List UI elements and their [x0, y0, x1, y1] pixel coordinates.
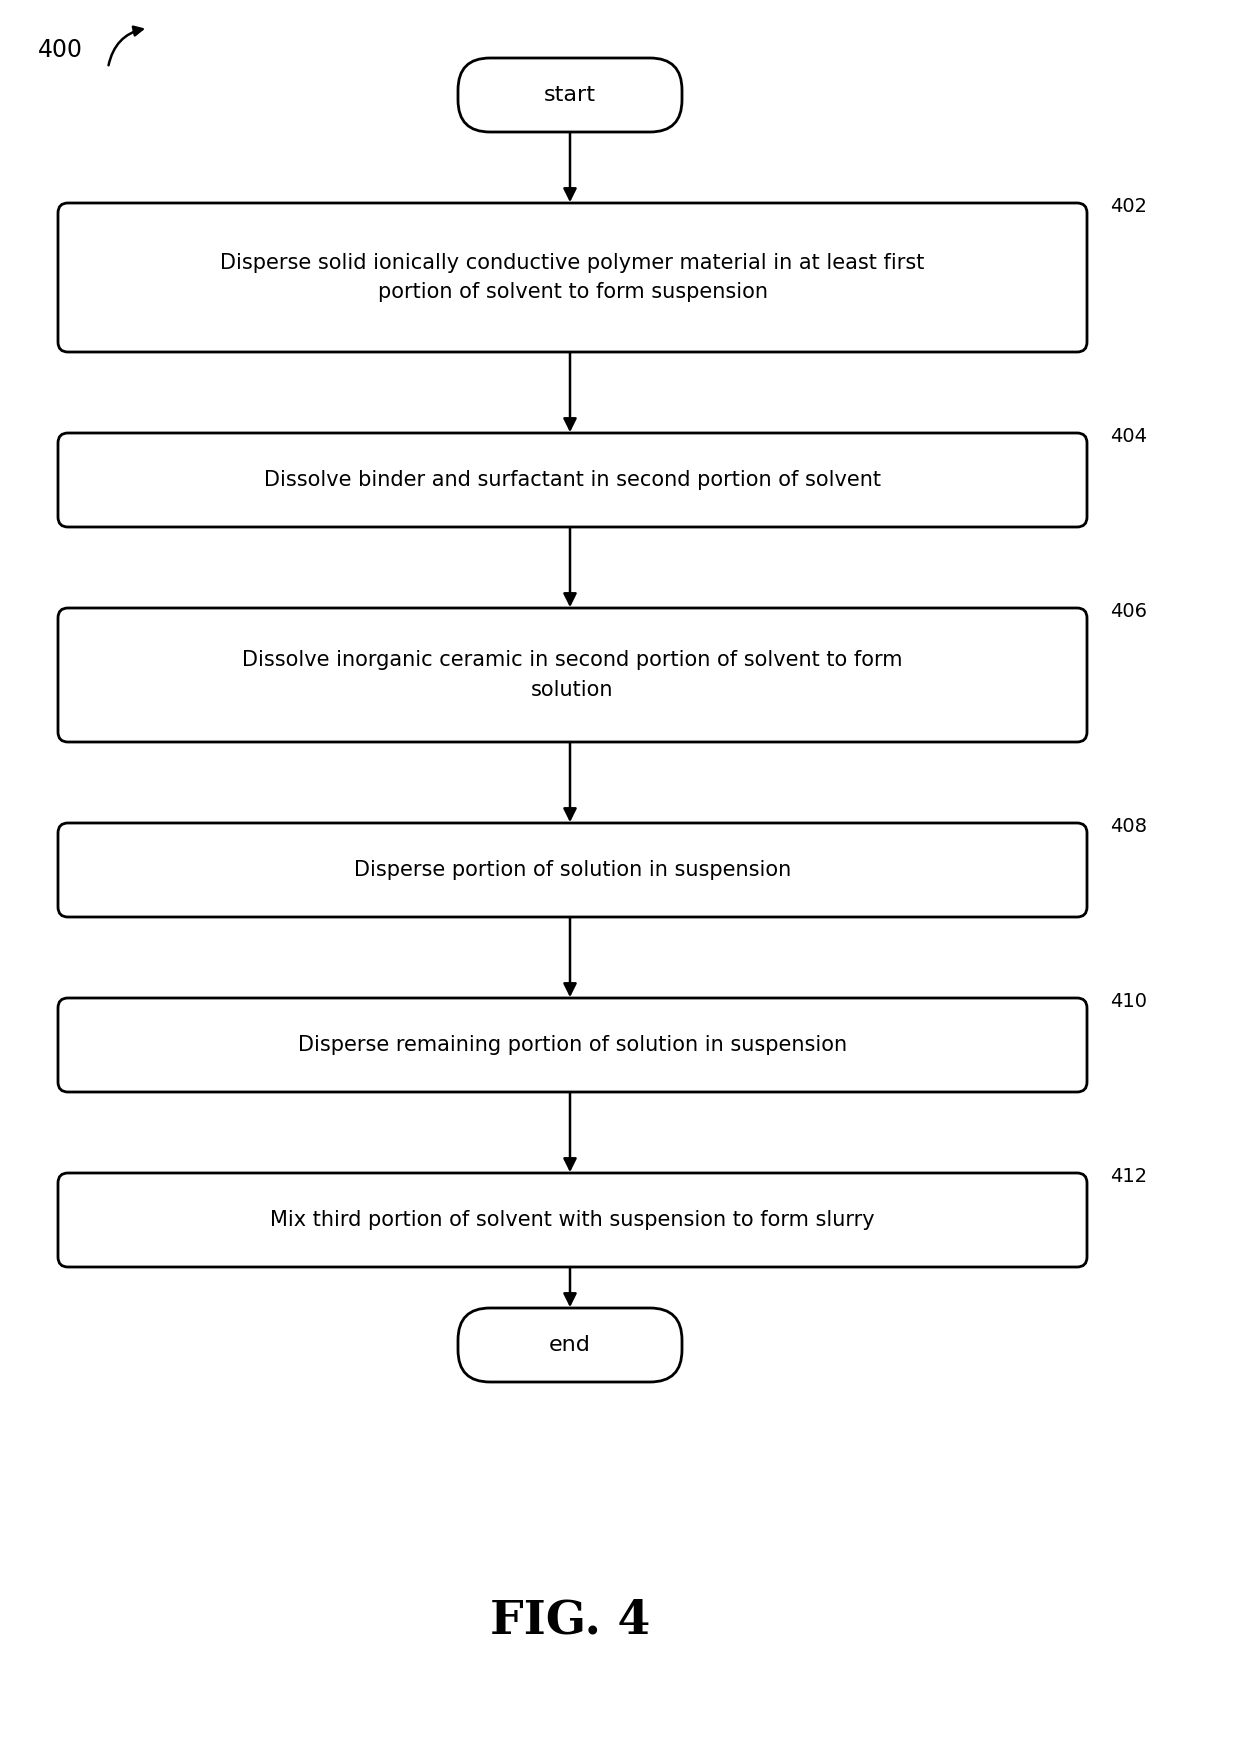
FancyBboxPatch shape: [458, 58, 682, 132]
Text: FIG. 4: FIG. 4: [490, 1597, 650, 1643]
Text: Disperse solid ionically conductive polymer material in at least first
portion o: Disperse solid ionically conductive poly…: [221, 253, 925, 303]
FancyBboxPatch shape: [58, 1173, 1087, 1266]
FancyBboxPatch shape: [58, 433, 1087, 528]
Text: Mix third portion of solvent with suspension to form slurry: Mix third portion of solvent with suspen…: [270, 1210, 874, 1230]
FancyBboxPatch shape: [58, 823, 1087, 916]
Text: 410: 410: [1110, 992, 1147, 1011]
Text: 406: 406: [1110, 602, 1147, 621]
Text: 408: 408: [1110, 816, 1147, 836]
FancyBboxPatch shape: [58, 202, 1087, 352]
FancyBboxPatch shape: [58, 997, 1087, 1092]
Text: end: end: [549, 1335, 591, 1354]
FancyBboxPatch shape: [58, 609, 1087, 742]
Text: 412: 412: [1110, 1166, 1147, 1186]
Text: Disperse portion of solution in suspension: Disperse portion of solution in suspensi…: [353, 860, 791, 880]
Text: Disperse remaining portion of solution in suspension: Disperse remaining portion of solution i…: [298, 1034, 847, 1055]
Text: 400: 400: [38, 39, 83, 62]
Text: 404: 404: [1110, 427, 1147, 447]
FancyBboxPatch shape: [458, 1309, 682, 1383]
Text: Dissolve binder and surfactant in second portion of solvent: Dissolve binder and surfactant in second…: [264, 470, 880, 491]
Text: 402: 402: [1110, 197, 1147, 216]
Text: Dissolve inorganic ceramic in second portion of solvent to form
solution: Dissolve inorganic ceramic in second por…: [242, 651, 903, 700]
Text: start: start: [544, 84, 596, 106]
